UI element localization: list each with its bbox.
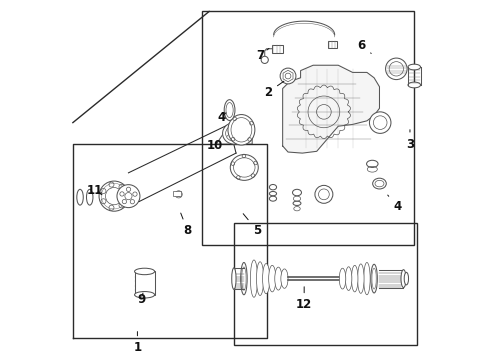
Ellipse shape	[275, 267, 282, 290]
Ellipse shape	[263, 264, 270, 294]
Ellipse shape	[404, 273, 409, 285]
Bar	[234, 223, 417, 345]
Circle shape	[177, 193, 180, 196]
Circle shape	[117, 185, 140, 208]
Ellipse shape	[364, 262, 370, 295]
Ellipse shape	[135, 268, 155, 275]
Ellipse shape	[345, 267, 352, 291]
Ellipse shape	[401, 270, 406, 288]
Ellipse shape	[408, 64, 420, 70]
Ellipse shape	[408, 82, 420, 88]
Ellipse shape	[339, 268, 346, 289]
Ellipse shape	[228, 114, 255, 145]
Circle shape	[369, 112, 391, 134]
Circle shape	[175, 191, 182, 198]
Circle shape	[280, 68, 296, 84]
Bar	[272, 45, 283, 53]
Text: 4: 4	[388, 195, 401, 213]
Circle shape	[386, 58, 407, 80]
Bar	[135, 271, 155, 295]
Text: 10: 10	[206, 136, 228, 152]
Ellipse shape	[351, 265, 358, 292]
Text: 3: 3	[406, 130, 414, 150]
Bar	[173, 191, 181, 196]
Ellipse shape	[250, 260, 258, 297]
Ellipse shape	[358, 264, 364, 293]
Ellipse shape	[241, 262, 247, 295]
Circle shape	[315, 185, 333, 203]
Ellipse shape	[281, 269, 288, 288]
Ellipse shape	[222, 123, 246, 144]
Circle shape	[261, 56, 269, 63]
Text: 1: 1	[133, 332, 142, 354]
Ellipse shape	[373, 178, 386, 189]
Bar	[202, 12, 414, 244]
Ellipse shape	[135, 292, 155, 298]
Ellipse shape	[224, 100, 235, 121]
Ellipse shape	[232, 268, 236, 289]
Text: 9: 9	[137, 293, 145, 306]
Text: 8: 8	[181, 213, 192, 238]
Text: 2: 2	[264, 81, 284, 99]
Ellipse shape	[230, 154, 258, 180]
Text: 11: 11	[87, 184, 103, 197]
Ellipse shape	[269, 265, 276, 292]
Circle shape	[99, 181, 129, 211]
Text: 6: 6	[357, 39, 371, 53]
Bar	[328, 41, 337, 48]
Ellipse shape	[256, 262, 264, 296]
Text: 5: 5	[243, 214, 261, 237]
Ellipse shape	[371, 264, 377, 293]
Text: 4: 4	[218, 111, 226, 124]
Polygon shape	[283, 65, 379, 153]
Text: 12: 12	[296, 287, 312, 311]
Text: 7: 7	[256, 48, 269, 62]
